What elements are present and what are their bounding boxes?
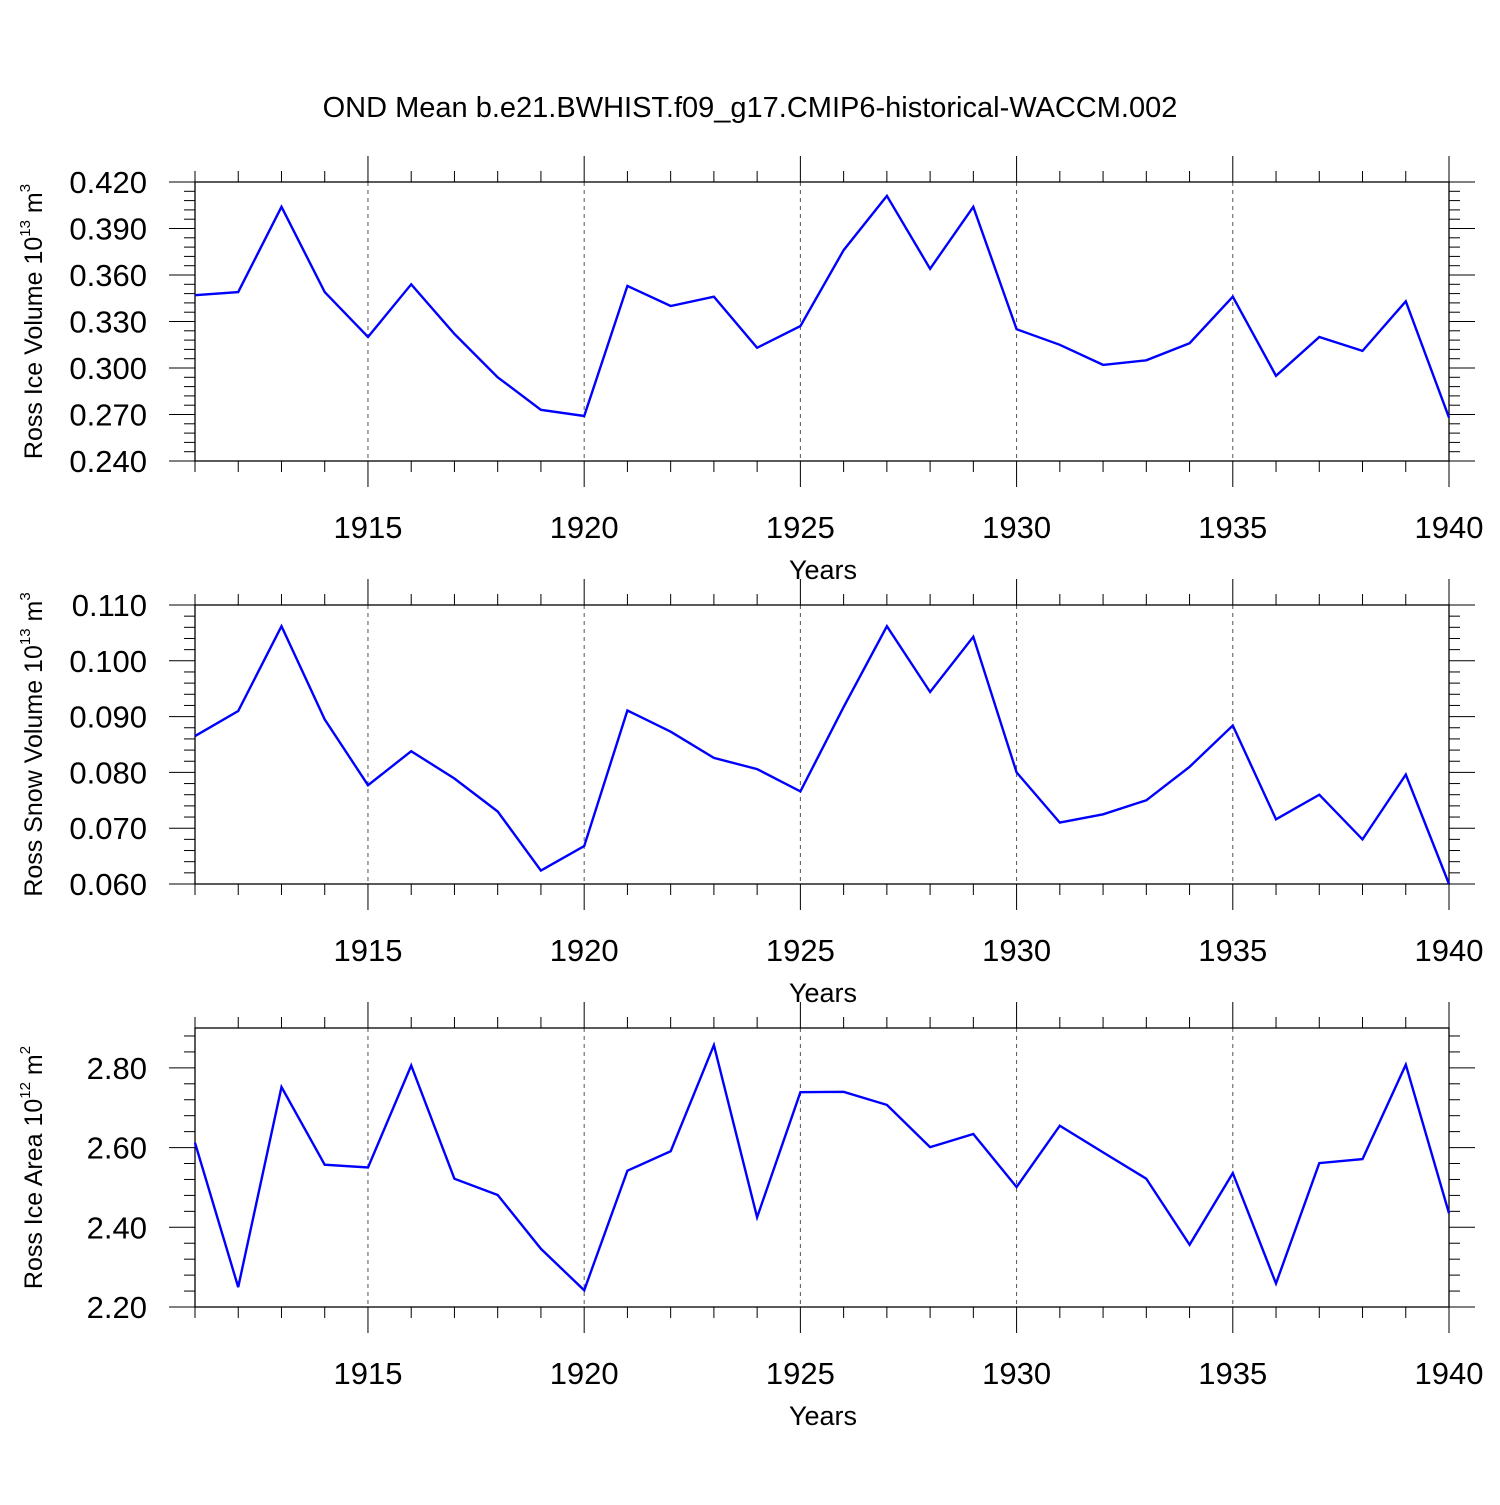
y-tick-label: 0.080 xyxy=(69,755,147,790)
x-tick-label: 1915 xyxy=(333,933,402,968)
x-tick-label: 1920 xyxy=(550,933,619,968)
x-tick-label: 1930 xyxy=(982,933,1051,968)
x-tick-label: 1915 xyxy=(333,1356,402,1391)
y-tick-label: 0.360 xyxy=(69,258,147,293)
x-axis-label: Years xyxy=(789,555,857,585)
y-tick-label: 2.20 xyxy=(87,1290,147,1325)
x-tick-label: 1920 xyxy=(550,510,619,545)
y-axis-label-superscript: 13 xyxy=(17,628,34,645)
x-tick-label: 1940 xyxy=(1415,1356,1484,1391)
x-tick-label: 1915 xyxy=(333,510,402,545)
y-tick-label: 0.240 xyxy=(69,444,147,479)
y-tick-label: 2.40 xyxy=(87,1210,147,1245)
y-axis-label-text: m xyxy=(20,601,48,629)
y-tick-label: 0.420 xyxy=(69,165,147,200)
y-tick-label: 0.330 xyxy=(69,305,147,340)
y-axis-label-text: m xyxy=(20,1054,48,1082)
y-tick-label: 0.060 xyxy=(69,867,147,902)
y-tick-label: 0.110 xyxy=(72,588,147,623)
panel-1: 0.240 0.270 0.300 0.330 0.360 0.390 0.420 1915 1… xyxy=(17,156,1483,585)
y-axis-label-text: Ross Ice Volume 10 xyxy=(20,237,48,459)
series-line xyxy=(195,196,1449,418)
plot-frame xyxy=(195,182,1449,461)
x-tick-label: 1925 xyxy=(766,510,835,545)
x-tick-label: 1925 xyxy=(766,1356,835,1391)
x-tick-label: 1935 xyxy=(1198,510,1267,545)
y-axis-label-superscript: 13 xyxy=(17,220,34,237)
y-tick-label: 0.390 xyxy=(69,212,147,247)
y-tick-label: 2.80 xyxy=(87,1051,147,1086)
x-tick-label: 1930 xyxy=(982,510,1051,545)
y-axis-label-superscript: 3 xyxy=(17,592,34,600)
series-line xyxy=(195,1045,1449,1290)
y-tick-label: 0.270 xyxy=(69,398,147,433)
x-tick-label: 1940 xyxy=(1415,933,1484,968)
y-axis-label-superscript: 12 xyxy=(17,1082,34,1099)
panel-3: 2.20 2.40 2.60 2.80 1915 1920 1925 1930 1935 1940… xyxy=(17,1002,1483,1431)
plot-frame xyxy=(195,605,1449,884)
x-tick-label: 1920 xyxy=(550,1356,619,1391)
panel-2: 0.060 0.070 0.080 0.090 0.100 0.110 1915 1920 19… xyxy=(17,579,1483,1008)
x-axis-label: Years xyxy=(789,1401,857,1431)
plot-frame xyxy=(195,1028,1449,1307)
y-axis-label: Ross Snow Volume 1013 m3 xyxy=(17,592,48,896)
y-axis-label-superscript: 2 xyxy=(17,1046,34,1054)
y-tick-label: 0.300 xyxy=(69,351,147,386)
y-axis-label-superscript: 3 xyxy=(17,184,34,192)
y-tick-label: 2.60 xyxy=(87,1131,147,1166)
x-tick-label: 1935 xyxy=(1198,1356,1267,1391)
x-tick-label: 1935 xyxy=(1198,933,1267,968)
y-axis-label-text: Ross Snow Volume 10 xyxy=(20,645,48,897)
y-axis-label-text: Ross Ice Area 10 xyxy=(20,1099,48,1289)
y-tick-label: 0.100 xyxy=(69,644,147,679)
x-tick-label: 1940 xyxy=(1415,510,1484,545)
y-axis-label: Ross Ice Area 1012 m2 xyxy=(17,1046,48,1289)
series-line xyxy=(195,626,1449,884)
y-tick-label: 0.070 xyxy=(69,811,147,846)
x-axis-label: Years xyxy=(789,978,857,1008)
y-tick-label: 0.090 xyxy=(69,700,147,735)
x-tick-label: 1925 xyxy=(766,933,835,968)
y-axis-label-text: m xyxy=(20,192,48,220)
figure-title: OND Mean b.e21.BWHIST.f09_g17.CMIP6-hist… xyxy=(0,92,1500,125)
x-tick-label: 1930 xyxy=(982,1356,1051,1391)
y-axis-label: Ross Ice Volume 1013 m3 xyxy=(17,184,48,459)
